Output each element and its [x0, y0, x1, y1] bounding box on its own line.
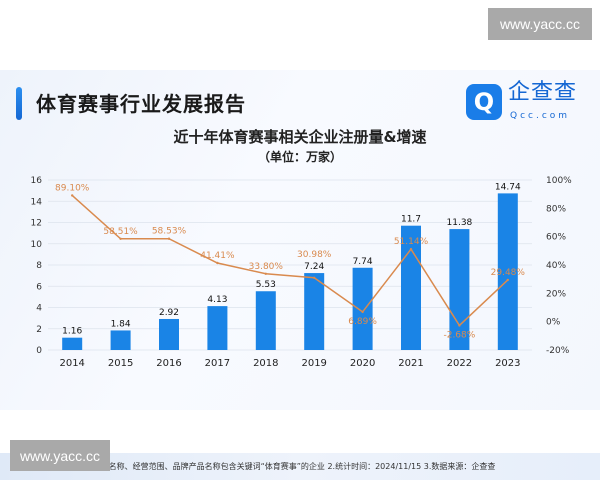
bar	[207, 306, 228, 350]
x-tick-label: 2021	[398, 358, 423, 369]
qcc-logo-icon: Q	[466, 84, 502, 120]
growth-label: -2.68%	[443, 330, 475, 340]
y-right-tick-label: 40%	[546, 261, 566, 271]
bar-value-label: 11.38	[447, 218, 473, 228]
x-tick-label: 2014	[59, 358, 84, 369]
growth-point	[216, 261, 219, 265]
x-tick-label: 2018	[253, 358, 278, 369]
growth-point	[458, 324, 461, 327]
x-tick-label: 2019	[301, 358, 326, 369]
y-left-tick-label: 2	[36, 325, 42, 335]
x-tick-label: 2017	[205, 358, 230, 369]
logo-text-cn: 企查查	[508, 80, 578, 105]
chart-subtitle: （单位：万家）	[257, 150, 342, 164]
qcc-logo: Q 企查查 Qcc.com	[466, 80, 590, 128]
growth-label: 30.98%	[297, 250, 332, 260]
bar	[62, 337, 83, 350]
growth-label: 58.51%	[103, 227, 138, 237]
y-left-tick-label: 4	[36, 304, 42, 314]
combo-chart: 0 2 4 6 8 10 12 14 16 -20% 0% 20% 40% 60% 80% 100% 1.16 2…	[31, 176, 573, 369]
growth-point	[409, 248, 413, 251]
bar-value-label: 7.74	[353, 257, 373, 267]
title-accent-bar	[16, 87, 22, 120]
y-right-tick-label: 0%	[546, 318, 561, 328]
y-left-tick-label: 6	[36, 282, 42, 292]
growth-point	[167, 237, 171, 240]
logo-text-en: Qcc.com	[510, 111, 571, 121]
y-left-tick-label: 8	[36, 261, 42, 271]
growth-point	[71, 194, 74, 197]
bar-value-label: 11.7	[401, 215, 421, 225]
y-right-tick-label: 100%	[546, 176, 572, 186]
bar	[159, 318, 179, 350]
chart-title: 近十年体育赛事相关企业注册量&增速	[173, 128, 427, 146]
bar	[304, 273, 325, 350]
bar	[352, 267, 373, 350]
y-left-tick-label: 16	[31, 176, 43, 186]
growth-point	[313, 276, 316, 279]
y-right-tick-label: 80%	[546, 204, 566, 214]
bar	[255, 291, 276, 350]
x-tick-label: 2016	[156, 358, 181, 369]
growth-point	[119, 237, 122, 240]
growth-label: 29.48%	[491, 268, 526, 278]
bar	[497, 193, 518, 350]
bar	[110, 330, 131, 350]
y-left-tick-label: 10	[31, 240, 43, 250]
y-right-tick-label: -20%	[546, 346, 570, 356]
watermark-top: www.yacc.cc	[488, 8, 592, 40]
x-tick-label: 2020	[350, 358, 375, 369]
x-tick-label: 2023	[495, 358, 520, 369]
report-card: 体育赛事行业发展报告 Q 企查查 Qcc.com 近十年体育赛事相关企业注册量&…	[0, 70, 600, 480]
growth-label: 51.14%	[394, 237, 429, 247]
bar-value-label: 2.92	[159, 308, 179, 318]
bar-value-label: 1.16	[62, 327, 82, 337]
growth-point	[506, 278, 509, 282]
y-left-tick-label: 0	[36, 346, 42, 356]
growth-line	[71, 194, 509, 327]
growth-label: 58.53%	[152, 227, 187, 237]
y-left-tick-label: 12	[31, 219, 42, 229]
growth-label: 33.80%	[249, 262, 284, 272]
bar-value-label: 5.53	[256, 280, 276, 290]
growth-label: 41.41%	[200, 251, 235, 261]
growth-label: 89.10%	[55, 183, 90, 193]
bar-value-label: 4.13	[207, 295, 227, 305]
bar-value-label: 14.74	[495, 182, 521, 192]
x-tick-label: 2022	[447, 358, 472, 369]
bar-value-label: 1.84	[111, 319, 131, 329]
y-right-tick-label: 60%	[546, 233, 566, 243]
growth-point	[361, 310, 364, 314]
growth-point	[264, 272, 267, 275]
watermark-bottom: www.yacc.cc	[10, 440, 110, 471]
x-tick-label: 2015	[108, 358, 133, 369]
y-left-tick-label: 14	[31, 197, 43, 207]
bar-value-label: 7.24	[304, 262, 324, 272]
growth-label: 6.89%	[348, 317, 377, 327]
report-title: 体育赛事行业发展报告	[36, 92, 246, 116]
y-right-tick-label: 20%	[546, 289, 566, 299]
